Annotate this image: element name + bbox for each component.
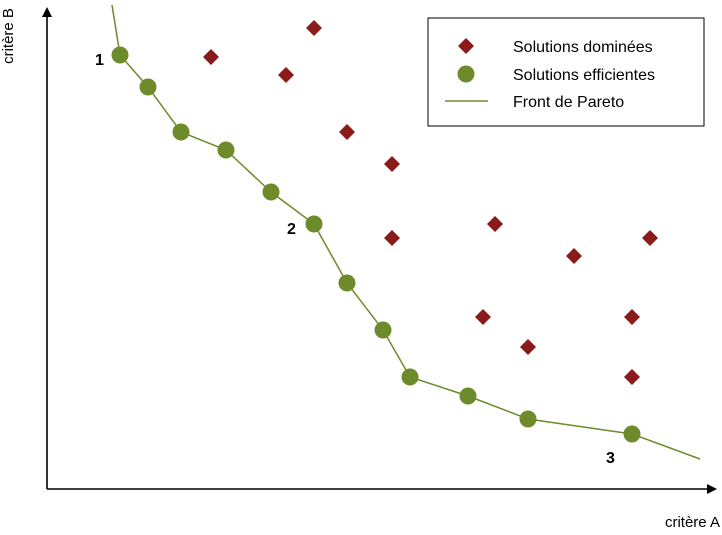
- efficient-point: [217, 141, 235, 159]
- dominated-point: [642, 230, 658, 246]
- dominated-point: [624, 369, 640, 385]
- legend-label-front: Front de Pareto: [513, 94, 624, 111]
- efficient-point: [401, 368, 419, 386]
- efficient-point: [374, 321, 392, 339]
- efficient-points-layer: [111, 46, 641, 443]
- legend-item-dominated: Solutions dominées: [458, 38, 653, 56]
- efficient-point: [519, 410, 537, 428]
- dominated-point: [384, 156, 400, 172]
- x-axis-label: critère A: [665, 514, 720, 531]
- dominated-point: [475, 309, 491, 325]
- dominated-point: [278, 67, 294, 83]
- pareto-front-line: [111, 4, 701, 460]
- dominated-point: [487, 216, 503, 232]
- dominated-point: [203, 49, 219, 65]
- efficient-point: [139, 78, 157, 96]
- efficient-point: [623, 425, 641, 443]
- point-annotation-1: 1: [95, 52, 104, 69]
- efficient-point: [262, 183, 280, 201]
- efficient-point: [459, 387, 477, 405]
- efficient-point: [111, 46, 129, 64]
- legend-label-efficient: Solutions efficientes: [513, 67, 655, 84]
- dominated-point: [339, 124, 355, 140]
- efficient-point: [305, 215, 323, 233]
- annotation-layer: 1 2 3: [95, 52, 615, 467]
- point-annotation-3: 3: [606, 450, 615, 467]
- legend-circle-marker: [457, 65, 475, 83]
- legend-label-dominated: Solutions dominées: [513, 39, 653, 56]
- dominated-point: [384, 230, 400, 246]
- legend: Solutions dominées Solutions efficientes…: [427, 17, 705, 127]
- pareto-front-layer: [111, 4, 701, 460]
- legend-diamond-marker: [458, 38, 474, 54]
- point-annotation-2: 2: [287, 221, 296, 238]
- y-axis-label: critère B: [0, 8, 17, 64]
- efficient-point: [172, 123, 190, 141]
- dominated-points-layer: [203, 20, 658, 385]
- dominated-point: [566, 248, 582, 264]
- dominated-point: [306, 20, 322, 36]
- dominated-point: [520, 339, 536, 355]
- efficient-point: [338, 274, 356, 292]
- legend-item-front: Front de Pareto: [445, 94, 624, 111]
- dominated-point: [624, 309, 640, 325]
- legend-item-efficient: Solutions efficientes: [457, 65, 655, 84]
